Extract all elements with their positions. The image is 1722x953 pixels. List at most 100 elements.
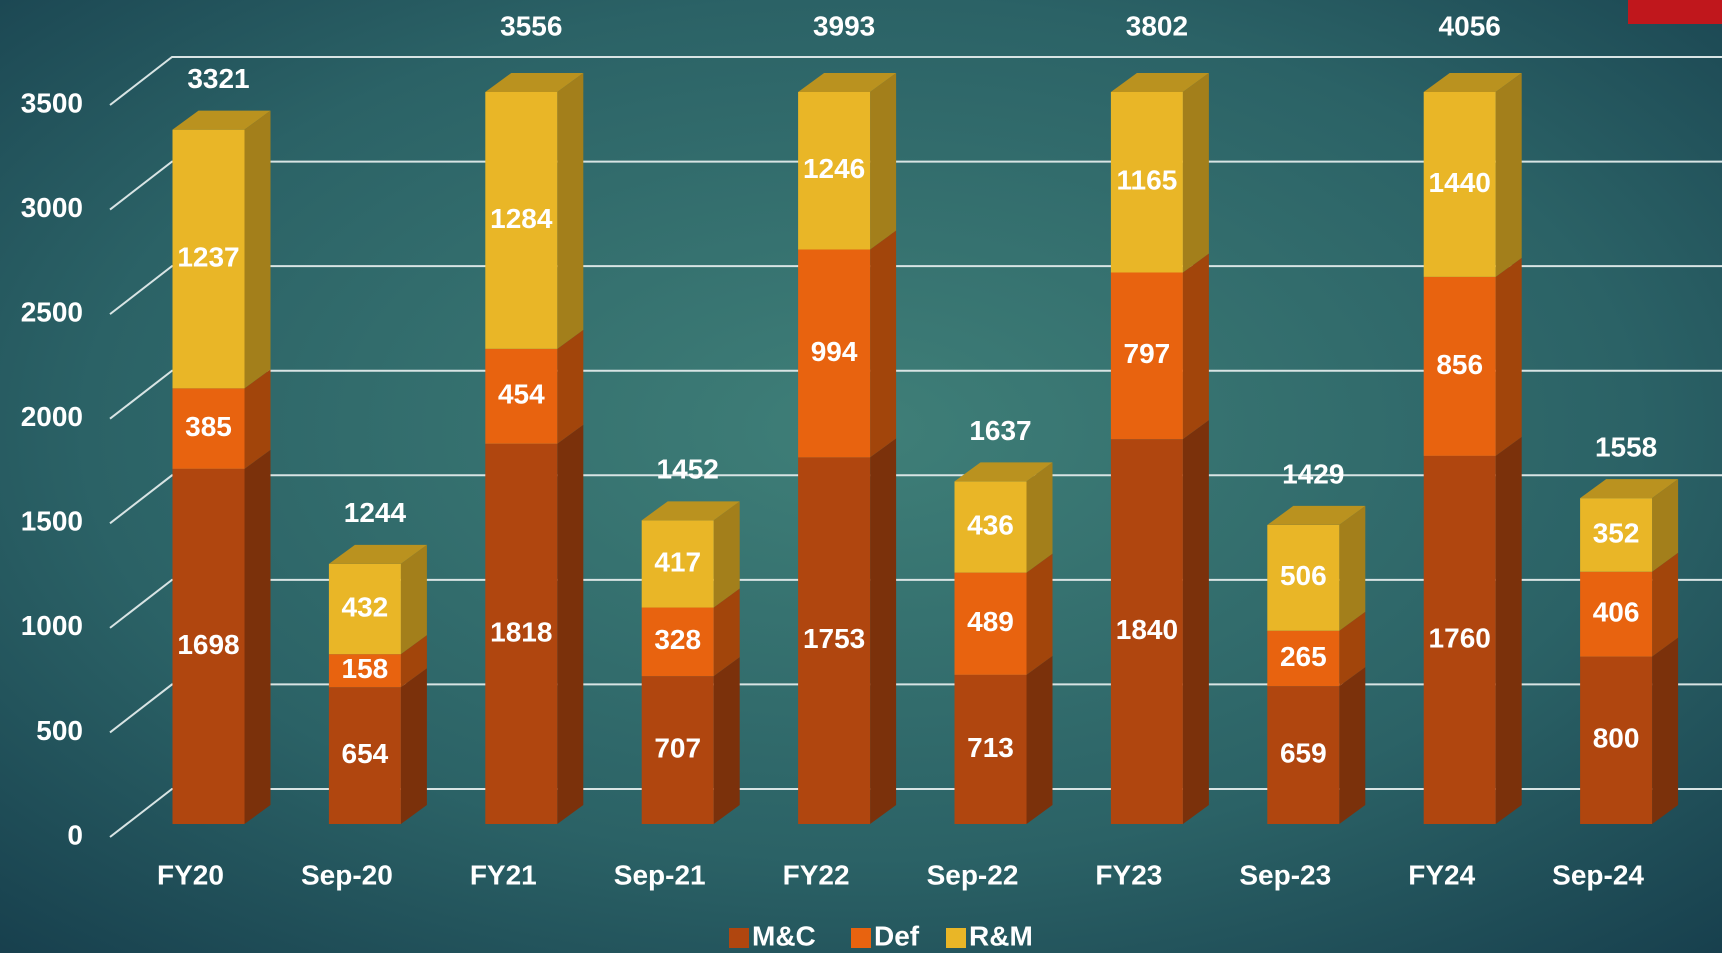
bar-side — [870, 73, 897, 250]
data-label: 1440 — [1429, 167, 1491, 198]
x-tick-label: Sep-20 — [301, 859, 393, 890]
bar-side — [1652, 479, 1679, 572]
bar — [328, 654, 401, 688]
data-label: 506 — [1280, 560, 1327, 591]
bar — [641, 607, 714, 677]
bar — [1580, 498, 1653, 572]
x-tick-label: Sep-22 — [927, 859, 1019, 890]
bar-side — [1182, 420, 1209, 824]
y-tick-label: 3000 — [21, 192, 83, 223]
bar — [485, 348, 558, 444]
data-label: 713 — [967, 732, 1014, 763]
corner-accent — [1628, 0, 1722, 24]
bar — [328, 563, 401, 655]
bar-side — [400, 544, 427, 655]
bar-top — [798, 73, 897, 92]
data-label: 707 — [654, 732, 701, 763]
bar-side — [1026, 553, 1053, 675]
data-label: 454 — [498, 379, 545, 410]
data-label: 994 — [811, 336, 858, 367]
bar — [798, 92, 871, 250]
bar — [172, 388, 245, 469]
bar-top — [328, 544, 427, 564]
total-label: 1244 — [344, 497, 407, 528]
bar-side — [400, 668, 427, 824]
legend-swatch — [946, 928, 966, 948]
data-label: 1760 — [1429, 622, 1491, 653]
x-tick-label: FY20 — [157, 859, 224, 890]
bar — [328, 687, 401, 824]
y-tick-label: 500 — [36, 715, 83, 746]
data-label: 417 — [654, 546, 701, 577]
y-tick-label: 3500 — [21, 87, 83, 118]
bar — [641, 520, 714, 608]
total-label: 1637 — [969, 415, 1031, 446]
bar-top — [1110, 73, 1209, 92]
bar — [1423, 276, 1496, 456]
x-tick-label: FY22 — [783, 859, 850, 890]
bar — [1423, 455, 1496, 824]
data-label: 1237 — [177, 241, 239, 272]
bar — [172, 129, 245, 389]
bar-side — [557, 329, 584, 444]
bar — [485, 92, 558, 349]
data-label: 158 — [342, 653, 389, 684]
bar-top — [1423, 73, 1522, 92]
data-label: 352 — [1593, 517, 1640, 548]
data-label: 1284 — [490, 203, 553, 234]
x-tick-label: FY23 — [1095, 859, 1162, 890]
y-tick-label: 2000 — [21, 401, 83, 432]
bar — [1580, 656, 1653, 824]
data-label: 1246 — [803, 153, 865, 184]
x-tick-label: Sep-24 — [1552, 859, 1644, 890]
bar-side — [557, 73, 584, 349]
data-label: 1698 — [177, 629, 239, 660]
bar-side — [713, 501, 740, 608]
bar-top — [172, 110, 271, 130]
y-tick-label: 1500 — [21, 506, 83, 537]
data-label: 1818 — [490, 616, 552, 647]
data-label: 1165 — [1117, 165, 1178, 196]
bar — [1110, 439, 1183, 824]
data-label: 265 — [1280, 641, 1327, 672]
total-label: 3802 — [1126, 10, 1188, 41]
bar-side — [557, 424, 584, 824]
bar-side — [870, 438, 897, 824]
data-label: 797 — [1124, 338, 1171, 369]
grid-line — [109, 56, 1722, 106]
bar-side — [244, 369, 271, 469]
bar-side — [400, 635, 427, 688]
data-label: 856 — [1436, 349, 1483, 380]
bar-side — [713, 588, 740, 677]
x-tick-label: Sep-23 — [1239, 859, 1331, 890]
bar-side — [1339, 667, 1366, 824]
data-label: 385 — [185, 411, 232, 442]
bar-side — [1026, 655, 1053, 824]
y-tick-label: 1000 — [21, 610, 83, 641]
bar-side — [244, 449, 271, 824]
bar — [1267, 524, 1340, 631]
bar — [641, 676, 714, 824]
x-tick-label: FY24 — [1408, 859, 1475, 890]
data-label: 489 — [967, 606, 1014, 637]
bar-top — [1580, 479, 1679, 499]
data-label: 432 — [342, 591, 389, 622]
y-tick-label: 0 — [67, 819, 83, 850]
data-label: 659 — [1280, 737, 1327, 768]
total-label: 1452 — [657, 454, 719, 485]
data-label: 436 — [967, 509, 1014, 540]
data-label: 406 — [1593, 597, 1640, 628]
total-label: 4056 — [1439, 10, 1501, 41]
bar-side — [1495, 257, 1522, 456]
bar-side — [1182, 73, 1209, 273]
legend-label: Def — [874, 920, 920, 951]
legend-swatch — [729, 928, 749, 948]
bar-side — [713, 657, 740, 824]
bar-top — [1267, 505, 1366, 525]
bar-side — [870, 230, 897, 458]
total-label: 1558 — [1595, 432, 1657, 463]
bar-top — [641, 501, 740, 521]
total-label: 3321 — [187, 63, 249, 94]
